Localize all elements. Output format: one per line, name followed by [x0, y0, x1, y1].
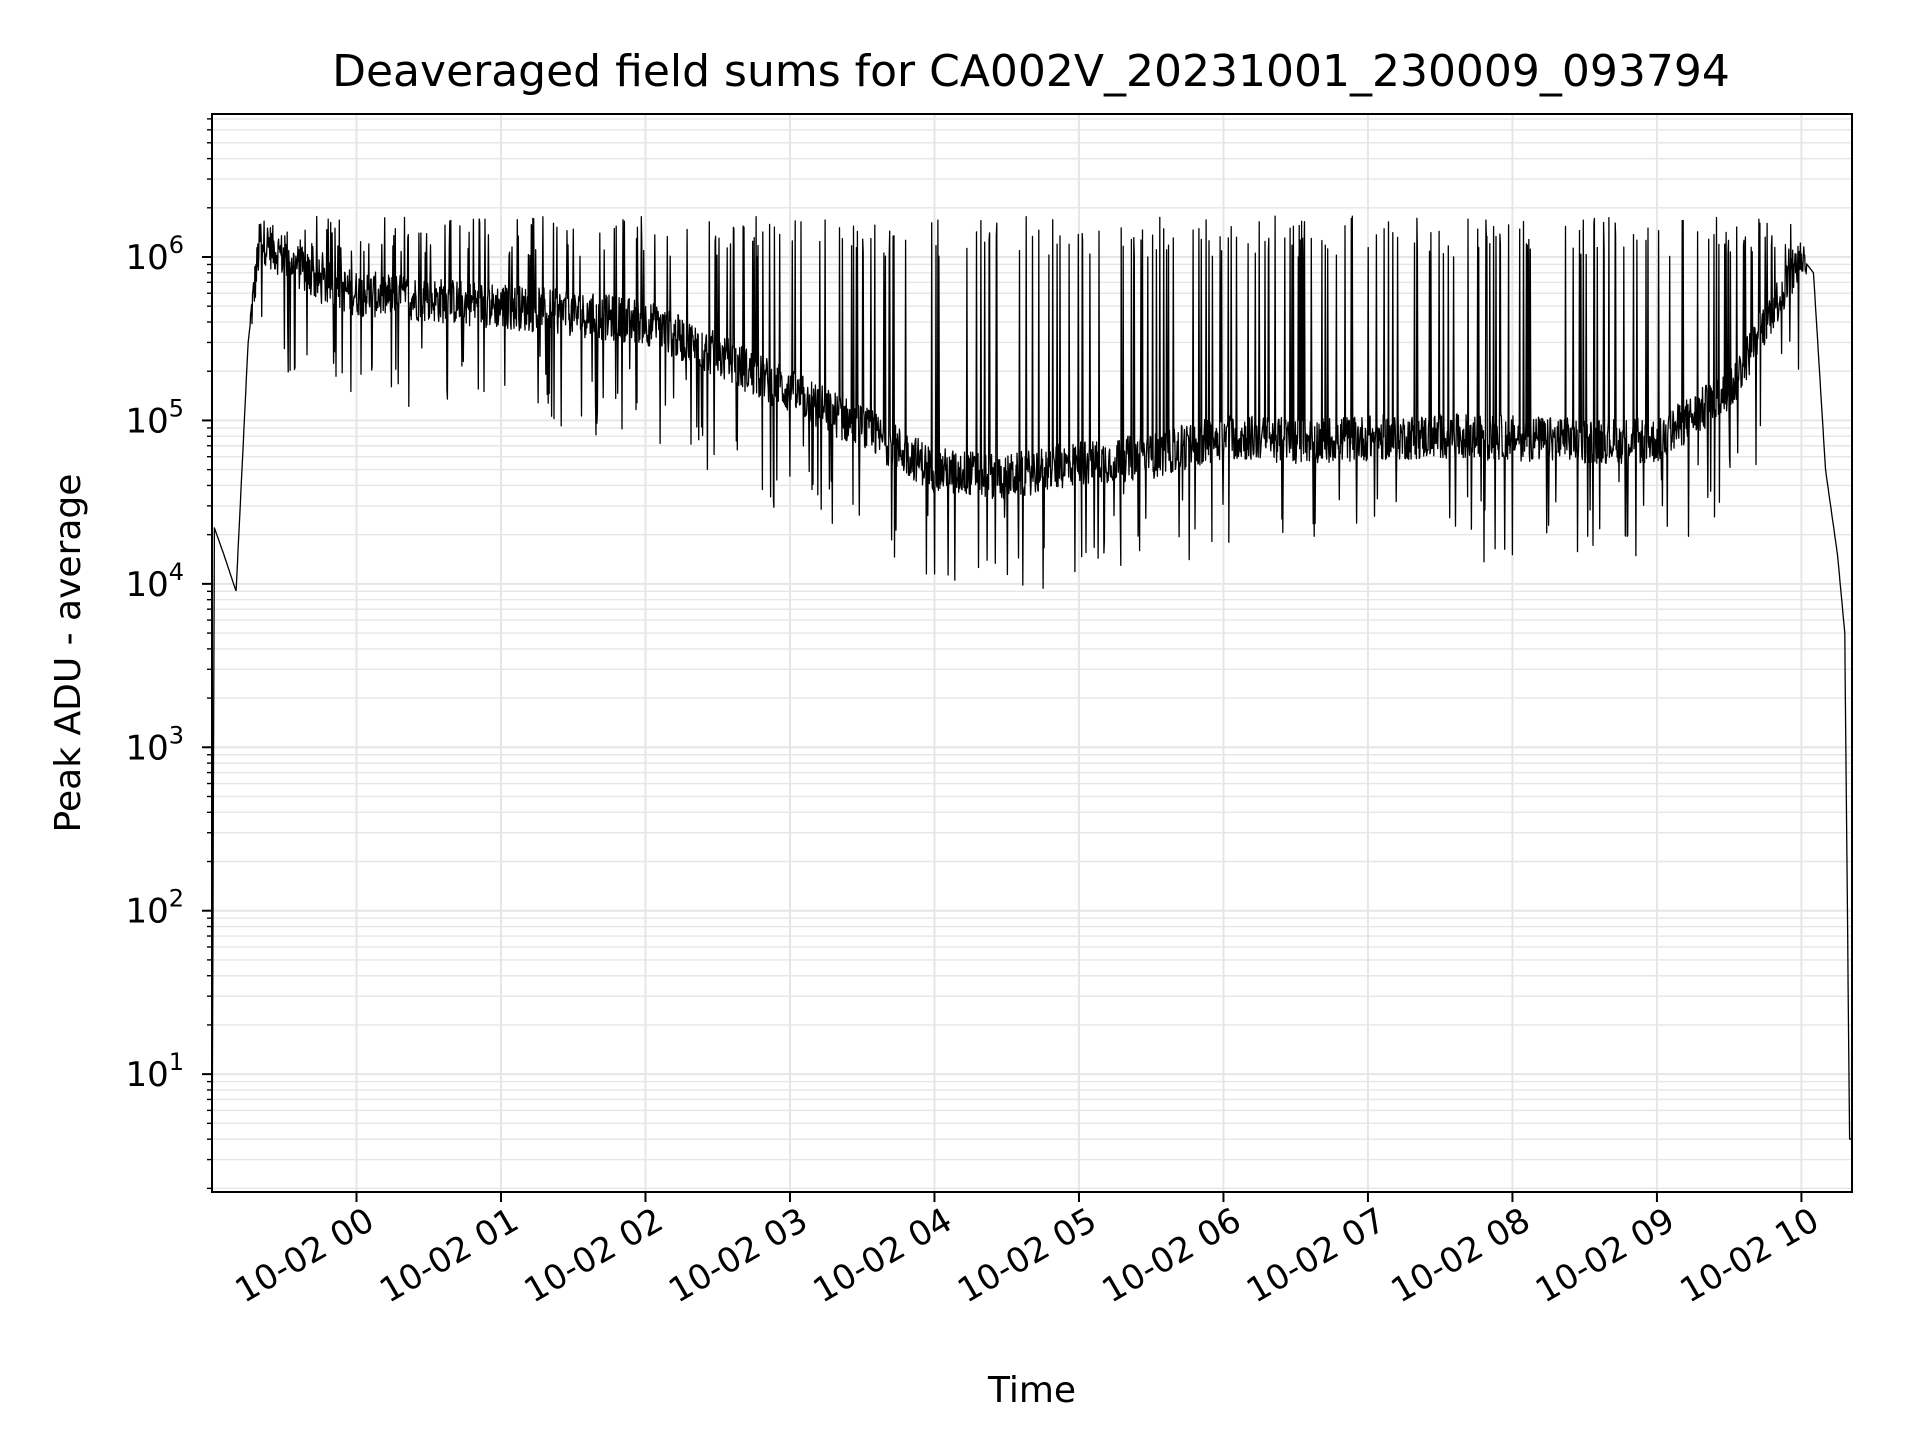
x-tick-label-10: 10-02 10: [1674, 1200, 1826, 1311]
x-axis-label: Time: [987, 1370, 1076, 1411]
x-tick-label-8: 10-02 08: [1385, 1200, 1537, 1311]
y-tick-label-4: 105: [125, 394, 184, 441]
plot-frame: [211, 113, 1853, 1193]
series-line: [211, 215, 1853, 1189]
y-tick-label-5: 106: [125, 231, 184, 278]
x-tick-label-9: 10-02 09: [1529, 1200, 1681, 1311]
y-tick-label-0: 101: [125, 1048, 184, 1095]
x-tick-label-3: 10-02 03: [662, 1200, 814, 1311]
x-tick-label-2: 10-02 02: [518, 1200, 670, 1311]
y-axis-label: Peak ADU - average: [48, 474, 89, 833]
y-tick-label-2: 103: [125, 721, 184, 768]
x-tick-label-7: 10-02 07: [1240, 1200, 1392, 1311]
y-tick-label-3: 104: [125, 558, 184, 605]
x-tick-label-4: 10-02 04: [807, 1200, 959, 1311]
chart-title: Deaveraged field sums for CA002V_2023100…: [332, 46, 1730, 97]
y-axis: 101 102 103 104 105 106: [125, 118, 212, 1190]
plot-area: [211, 215, 1853, 1189]
x-tick-label-6: 10-02 06: [1096, 1200, 1248, 1311]
x-tick-label-1: 10-02 01: [373, 1200, 525, 1311]
x-tick-label-5: 10-02 05: [951, 1200, 1103, 1311]
x-tick-label-0: 10-02 00: [229, 1200, 381, 1311]
y-tick-label-1: 102: [125, 885, 184, 932]
